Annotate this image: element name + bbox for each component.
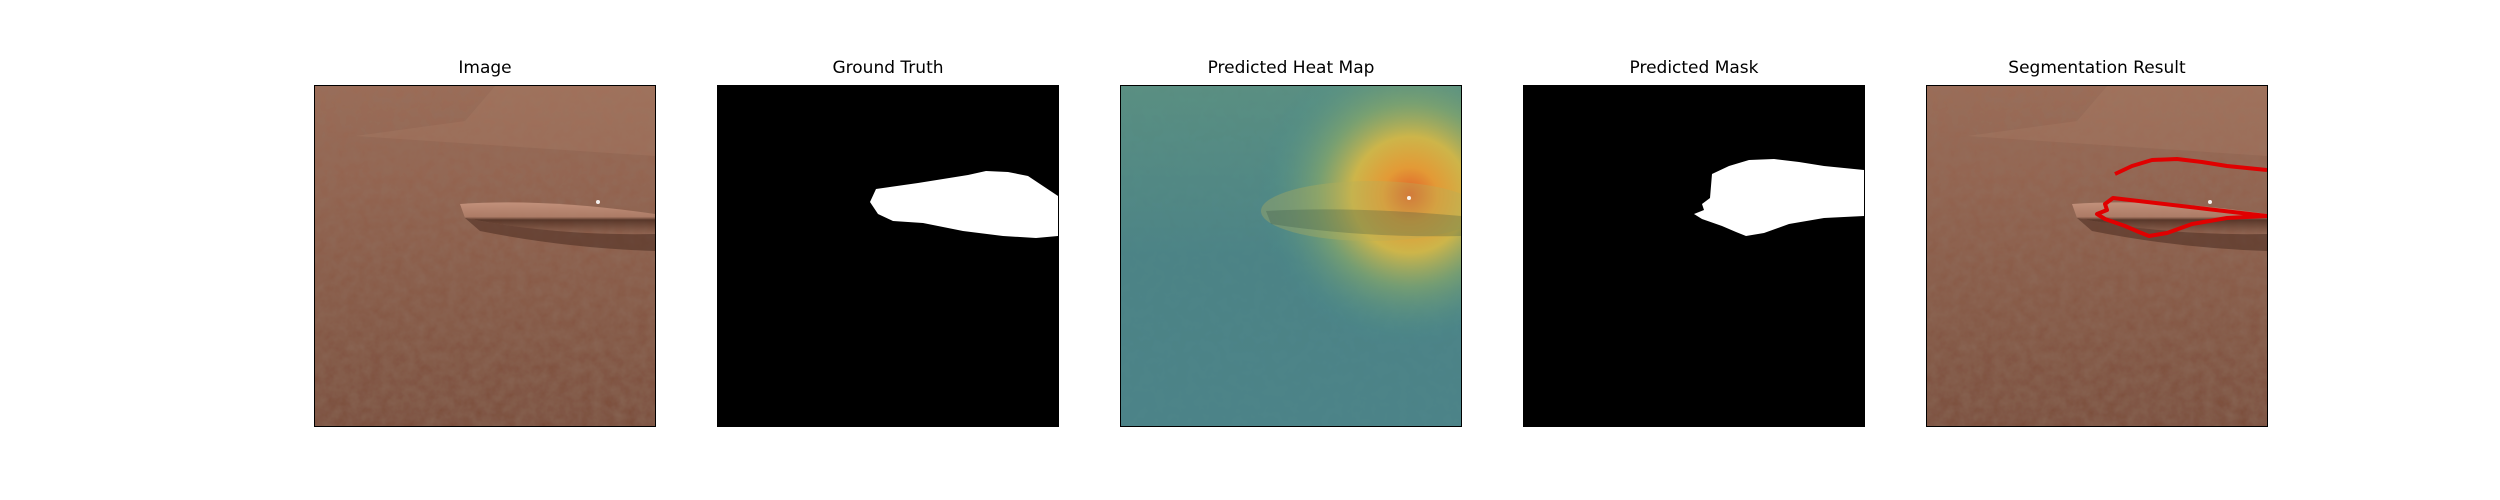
heat-map-frame: [1120, 85, 1462, 427]
panel-segmentation-result: Segmentation Result: [1926, 57, 2268, 427]
segmentation-overlay: [1927, 86, 2267, 426]
panel-image: Image: [314, 57, 656, 427]
panel-title-segmentation-result: Segmentation Result: [2008, 58, 2186, 78]
image-frame: [314, 85, 656, 427]
panel-title-ground-truth: Ground Truth: [832, 58, 944, 78]
panel-predicted-mask: Predicted Mask: [1523, 57, 1865, 427]
ground-truth-frame: [717, 85, 1059, 427]
segmentation-frame: [1926, 85, 2268, 427]
leather-photo: [315, 86, 655, 426]
panel-heat-map: Predicted Heat Map: [1120, 57, 1462, 427]
panel-ground-truth: Ground Truth: [717, 57, 1059, 427]
segmentation-contour: [2095, 157, 2267, 238]
predicted-mask-frame: [1523, 85, 1865, 427]
predicted-mask: [1524, 86, 1864, 426]
ground-truth-mask: [718, 86, 1058, 426]
panel-title-predicted-mask: Predicted Mask: [1629, 58, 1759, 78]
heat-map-image: [1121, 86, 1461, 426]
panel-title-image: Image: [458, 58, 512, 78]
panel-title-heat-map: Predicted Heat Map: [1207, 58, 1375, 78]
